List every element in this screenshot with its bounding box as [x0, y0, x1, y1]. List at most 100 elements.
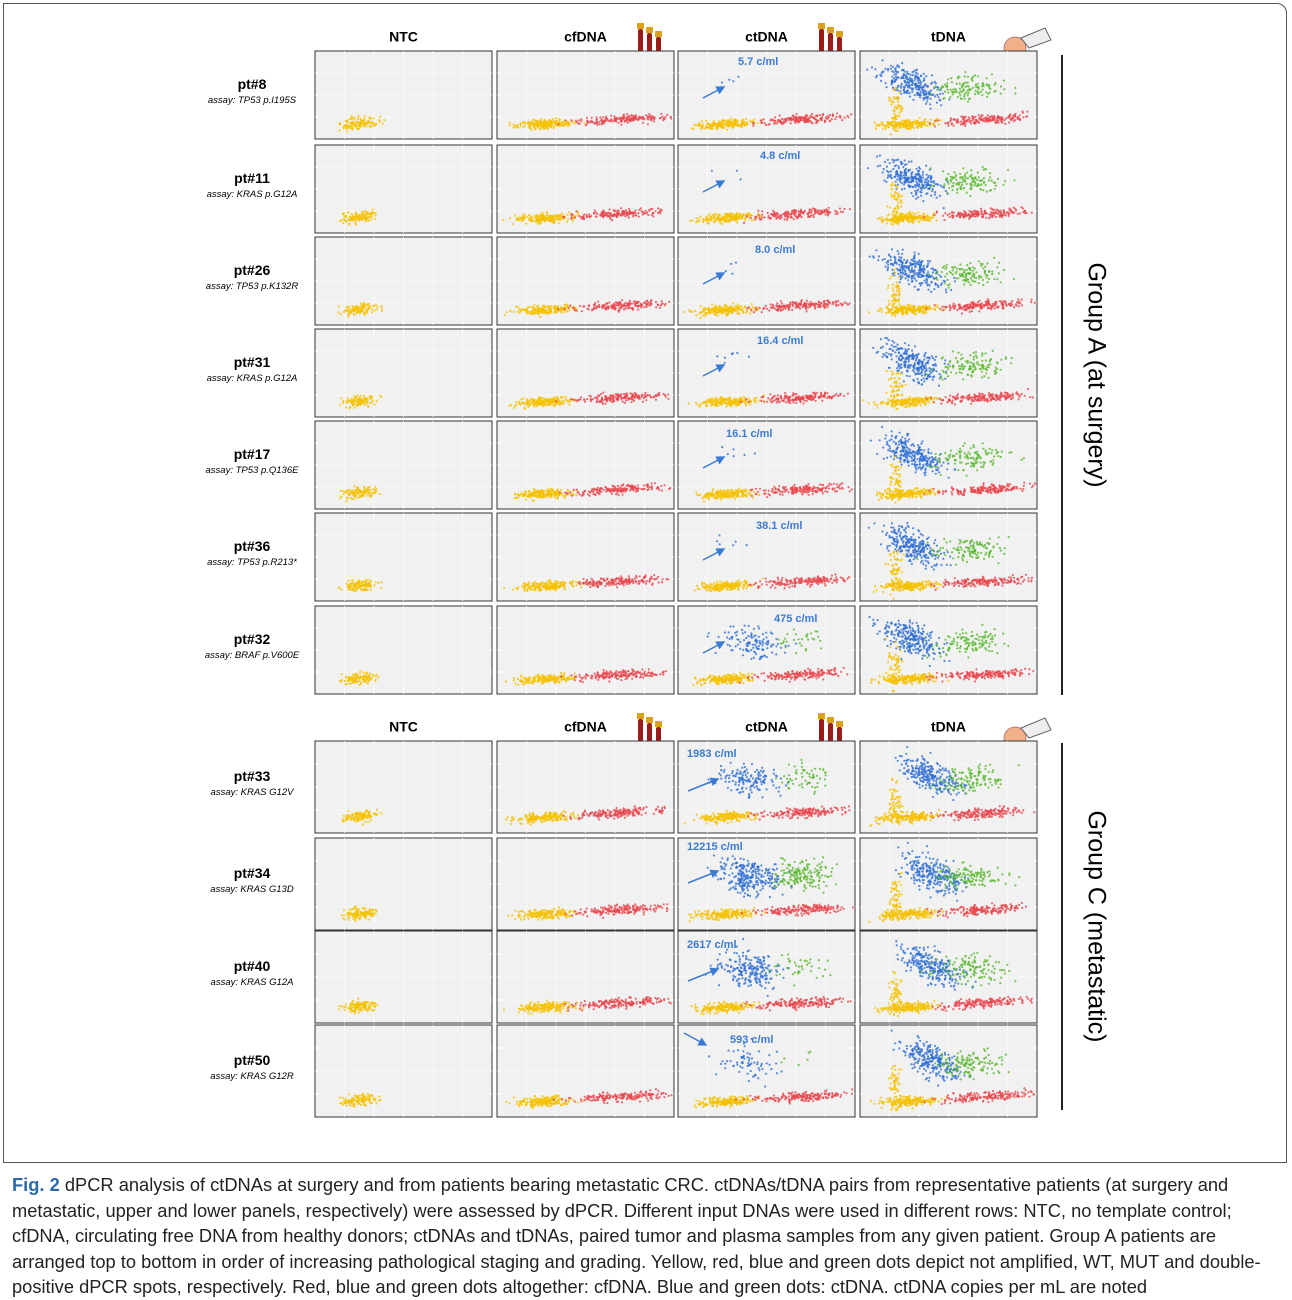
dot: [352, 121, 354, 123]
dot: [609, 217, 611, 219]
dot: [896, 171, 898, 173]
dot: [659, 212, 661, 214]
dot: [702, 123, 704, 125]
dot: [890, 170, 892, 172]
dot: [920, 306, 922, 308]
dot: [908, 85, 910, 87]
dot: [728, 312, 730, 314]
dot: [946, 82, 948, 84]
dot: [540, 121, 542, 123]
dot: [363, 125, 365, 127]
dot: [691, 128, 693, 130]
dot: [659, 117, 661, 119]
dot: [767, 212, 769, 214]
dot: [995, 185, 997, 187]
dot: [721, 309, 723, 311]
dot: [666, 114, 668, 116]
dot: [598, 123, 600, 125]
dot: [650, 303, 652, 305]
dot: [987, 114, 989, 116]
dot: [898, 115, 900, 117]
dot: [791, 309, 793, 311]
dot: [633, 300, 635, 302]
dot: [977, 91, 979, 93]
dot: [753, 307, 755, 309]
dot: [786, 217, 788, 219]
dot: [915, 123, 917, 125]
dot: [959, 83, 961, 85]
dot: [705, 120, 707, 122]
dot: [779, 115, 781, 117]
dot: [772, 306, 774, 308]
dot: [965, 82, 967, 84]
dot: [743, 214, 745, 216]
dot: [635, 305, 637, 307]
dot: [922, 171, 924, 173]
dot: [597, 301, 599, 303]
dot: [916, 94, 918, 96]
dot: [657, 303, 659, 305]
dot: [809, 117, 811, 119]
group-label: Group A (at surgery): [1082, 262, 1110, 487]
dot: [504, 314, 506, 316]
dot: [741, 308, 743, 310]
dot: [966, 183, 968, 185]
dot: [566, 310, 568, 312]
dot: [956, 309, 958, 311]
dot: [890, 133, 892, 135]
dot: [815, 212, 817, 214]
dot: [366, 217, 368, 219]
dot: [754, 218, 756, 220]
dot: [617, 122, 619, 124]
dot: [652, 215, 654, 217]
dot: [620, 215, 622, 217]
dot: [898, 264, 900, 266]
dot: [595, 215, 597, 217]
dot: [570, 218, 572, 220]
dot: [940, 119, 942, 121]
dot: [823, 211, 825, 213]
tube-cap: [836, 31, 843, 37]
dot: [900, 178, 902, 180]
dot: [693, 128, 695, 130]
dot: [980, 188, 982, 190]
dot: [918, 170, 920, 172]
dot: [516, 124, 518, 126]
dot: [914, 313, 916, 315]
dot: [911, 280, 913, 282]
dot: [1011, 117, 1013, 119]
ctdna-label: 5.7 c/ml: [738, 56, 778, 68]
dot: [371, 216, 373, 218]
dot: [913, 311, 915, 313]
dot: [952, 182, 954, 184]
dot: [910, 74, 912, 76]
dot: [923, 123, 925, 125]
dot: [359, 305, 361, 307]
dot: [777, 310, 779, 312]
dot: [904, 177, 906, 179]
dot: [904, 71, 906, 73]
dot: [813, 304, 815, 306]
dot: [882, 259, 884, 261]
dot: [798, 120, 800, 122]
dot: [952, 185, 954, 187]
dot: [721, 223, 723, 225]
dot: [967, 76, 969, 78]
dot: [925, 181, 927, 183]
dot: [620, 207, 622, 209]
dot: [965, 119, 967, 121]
dot: [364, 115, 366, 117]
dot: [534, 119, 536, 121]
dot: [900, 85, 902, 87]
dot: [595, 305, 597, 307]
dot: [908, 177, 910, 179]
dot: [971, 176, 973, 178]
dot: [894, 176, 896, 178]
dot: [1000, 85, 1002, 87]
dot: [804, 120, 806, 122]
dot: [901, 253, 903, 255]
dot: [737, 76, 739, 78]
dot: [983, 177, 985, 179]
dot: [1008, 213, 1010, 215]
dot: [810, 212, 812, 214]
